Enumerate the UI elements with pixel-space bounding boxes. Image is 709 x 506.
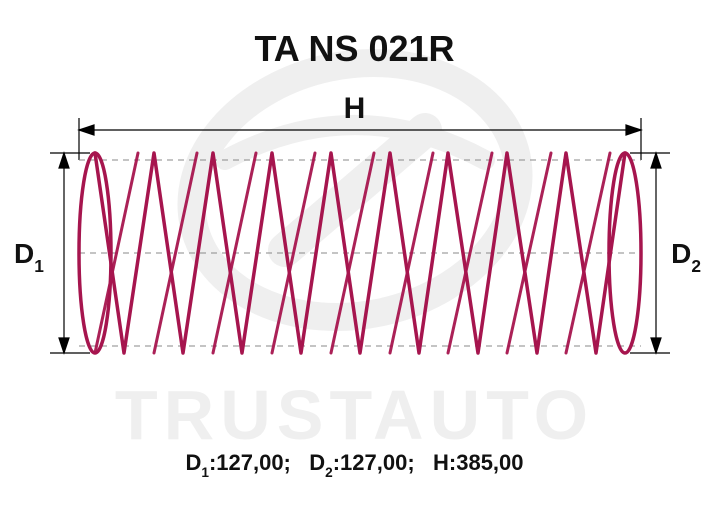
val-d2-val: :127,00; [333, 450, 415, 475]
val-d1-val: :127,00; [209, 450, 291, 475]
label-D1-base: D [14, 238, 34, 269]
val-d1-sub: 1 [201, 465, 209, 480]
val-d2-label: D [309, 450, 325, 475]
val-h-val: :385,00 [449, 450, 524, 475]
values-line: D1:127,00; D2:127,00; H:385,00 [0, 450, 709, 478]
label-D2: D2 [671, 238, 701, 275]
val-d2-sub: 2 [325, 465, 333, 480]
spring-diagram [0, 0, 709, 506]
val-h-label: H [433, 450, 449, 475]
label-D2-sub: 2 [691, 256, 701, 276]
val-d1-label: D [185, 450, 201, 475]
label-H: H [0, 92, 709, 126]
label-D2-base: D [671, 238, 691, 269]
label-D1-sub: 1 [34, 256, 44, 276]
label-D1: D1 [14, 238, 44, 275]
label-H-text: H [344, 92, 366, 125]
dashed-guides [79, 160, 641, 346]
